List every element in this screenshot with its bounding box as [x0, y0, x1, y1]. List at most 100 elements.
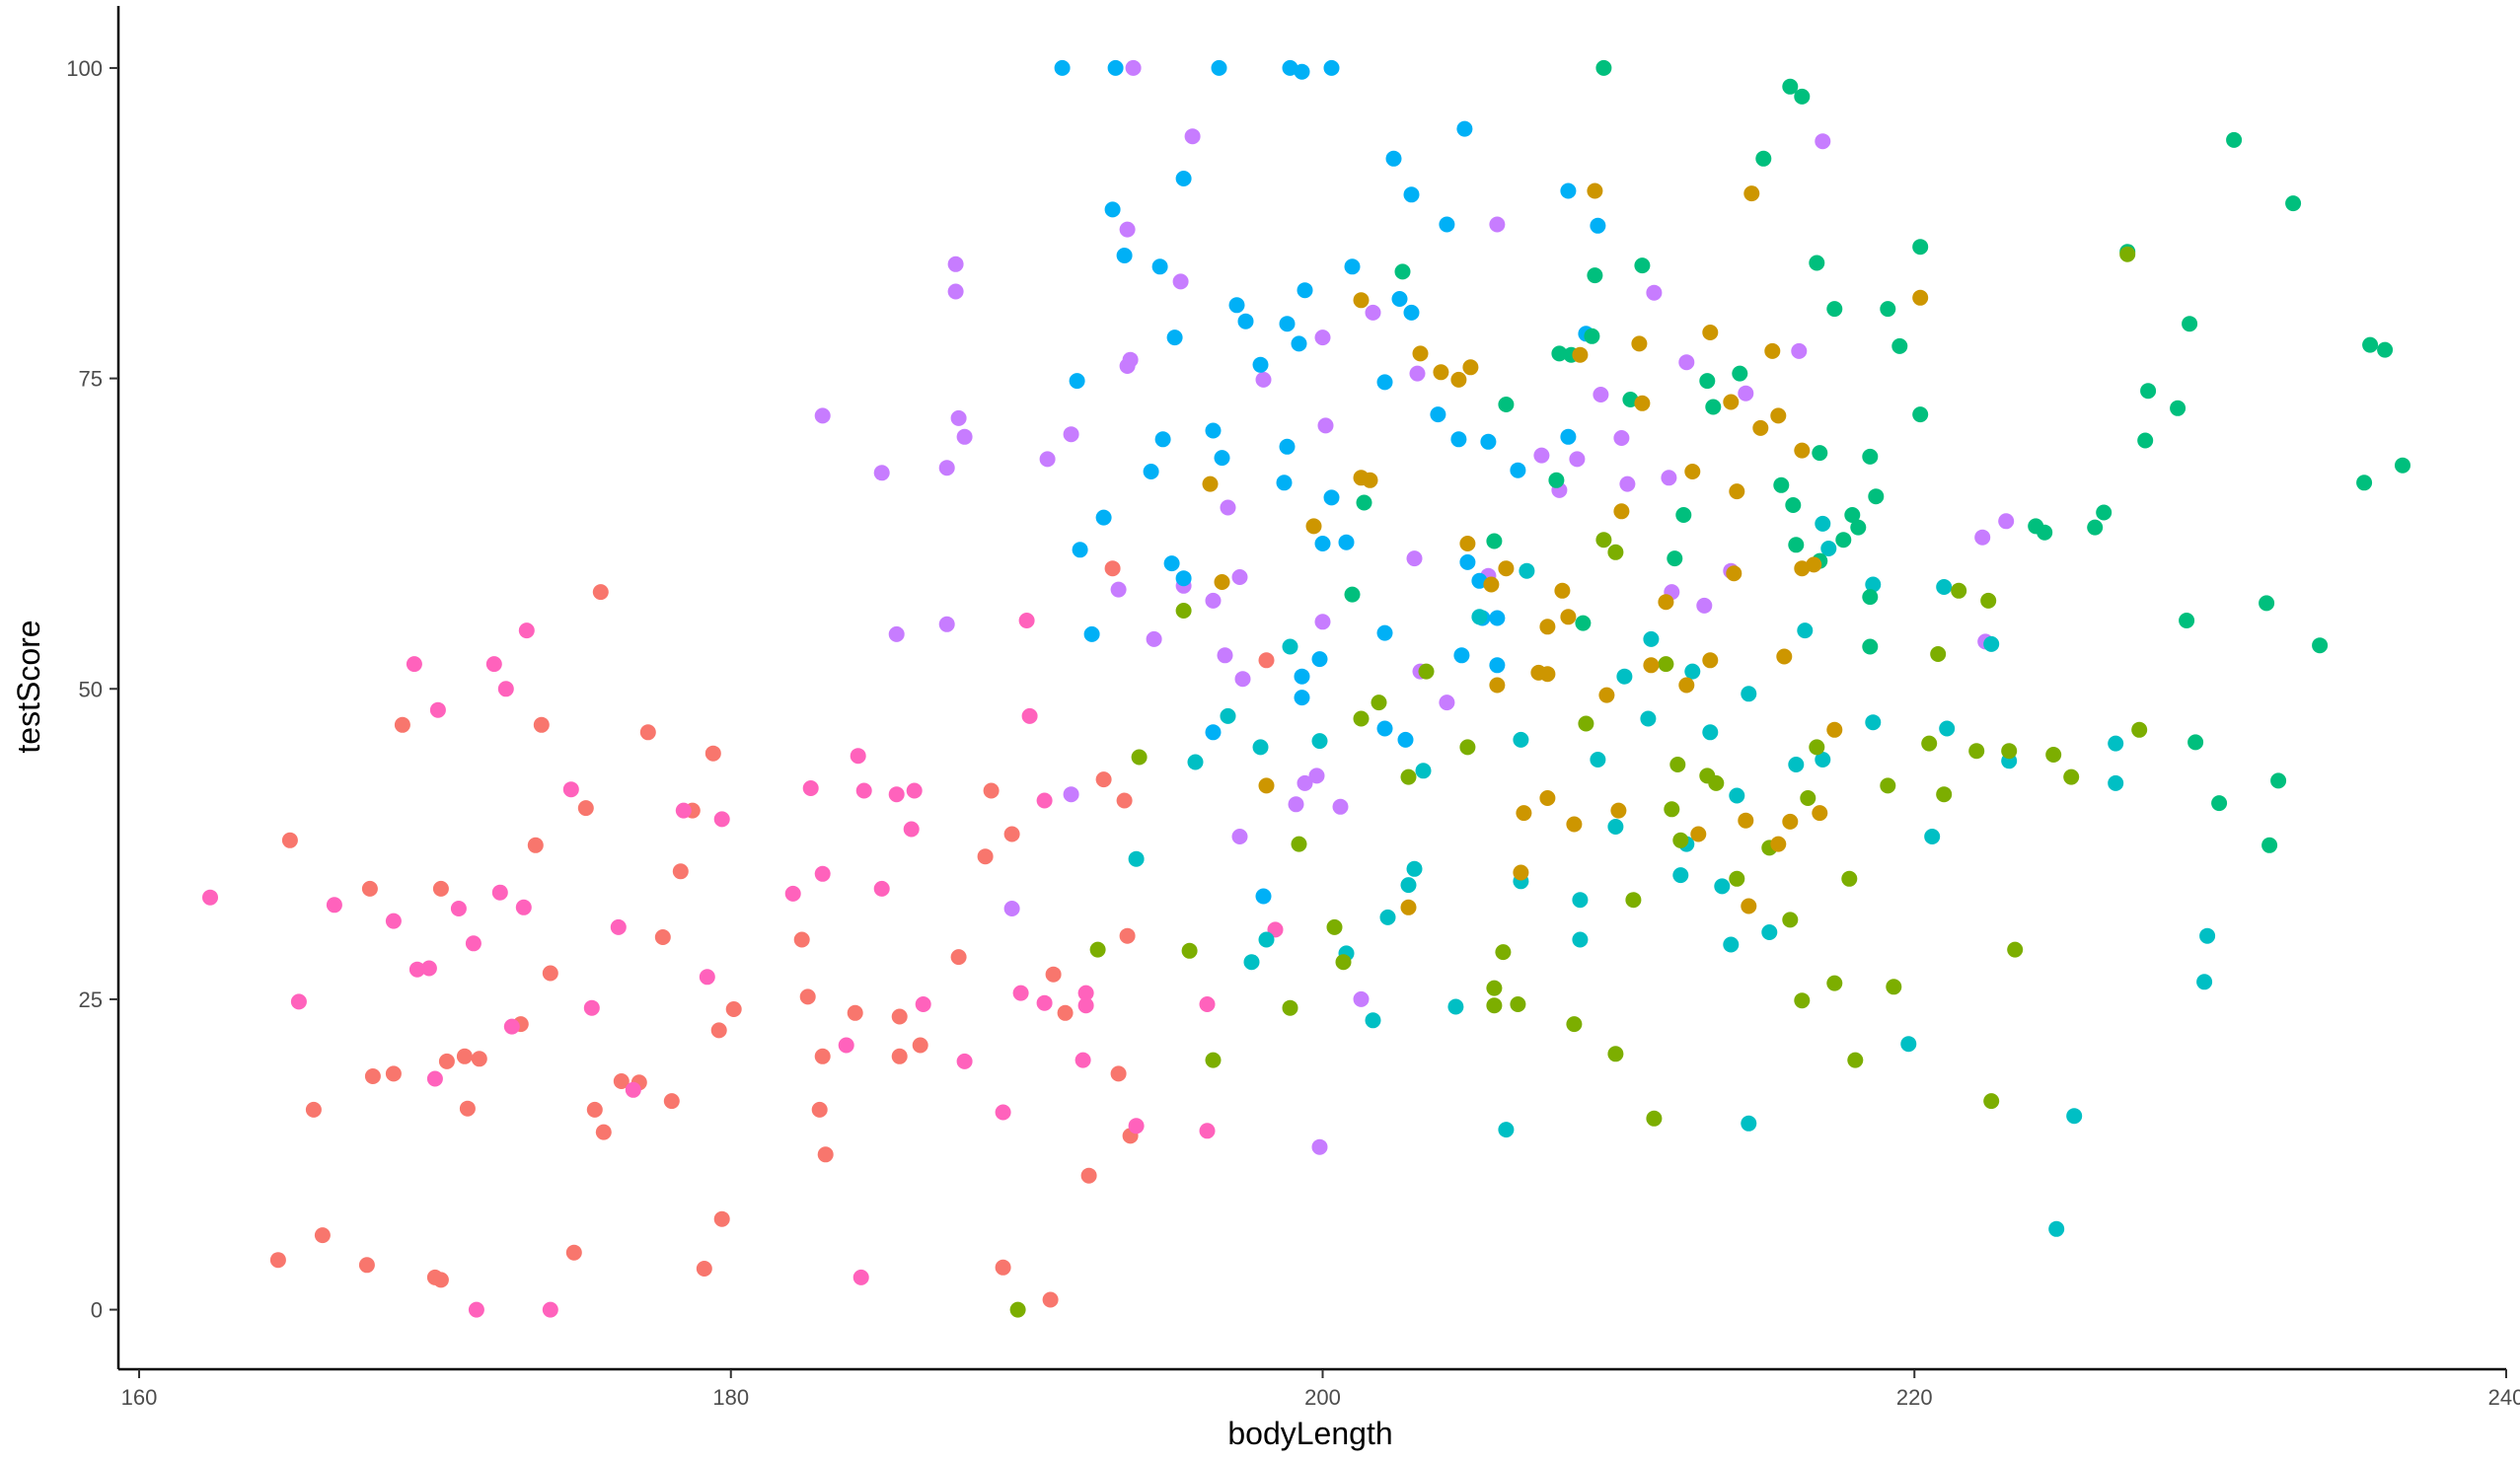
data-point: [1513, 731, 1529, 748]
data-point: [562, 781, 579, 798]
data-point: [1415, 763, 1432, 779]
data-point: [2187, 734, 2204, 751]
data-point: [1643, 657, 1660, 674]
data-point: [456, 1048, 473, 1064]
data-point: [1258, 652, 1275, 669]
data-point: [1773, 476, 1790, 493]
data-point: [432, 1272, 449, 1288]
data-point: [2096, 504, 2112, 521]
data-point: [1770, 836, 1787, 852]
data-point: [1865, 714, 1882, 731]
data-point: [2285, 195, 2302, 212]
data-point: [1625, 892, 1642, 909]
data-point: [1063, 426, 1079, 443]
data-point: [1664, 801, 1680, 818]
data-point: [1667, 550, 1683, 567]
data-point: [1211, 59, 1227, 76]
data-point: [1678, 677, 1695, 694]
data-point: [1939, 720, 1956, 737]
data-point: [1119, 221, 1136, 238]
data-point: [1826, 301, 1843, 318]
data-point: [1794, 442, 1811, 459]
data-point: [1166, 329, 1183, 346]
data-point: [1498, 560, 1515, 577]
data-point: [450, 901, 467, 916]
data-point: [1095, 509, 1112, 526]
data-point: [811, 1101, 828, 1118]
data-point: [1199, 996, 1216, 1012]
data-point: [1217, 647, 1233, 664]
data-point: [1797, 622, 1814, 639]
data-point: [527, 837, 544, 853]
data-point: [1220, 707, 1236, 724]
data-point: [1936, 786, 1953, 803]
data-point: [1607, 1046, 1624, 1062]
data-point: [1732, 365, 1748, 382]
data-point: [1705, 399, 1722, 415]
data-point: [2199, 927, 2216, 944]
data-point: [1951, 582, 1967, 599]
data-point: [1590, 217, 1606, 234]
data-point: [2377, 341, 2394, 358]
data-point: [2356, 475, 2373, 491]
data-point: [852, 1269, 869, 1285]
data-point: [1820, 541, 1837, 556]
data-point: [1175, 171, 1192, 186]
data-point: [326, 897, 342, 914]
data-point: [2211, 795, 2228, 812]
data-point: [1723, 936, 1740, 953]
data-point: [938, 616, 955, 632]
data-point: [1554, 582, 1571, 599]
data-point: [1326, 918, 1343, 935]
data-point: [1116, 792, 1133, 809]
data-point: [1794, 560, 1811, 577]
data-point: [1483, 576, 1500, 593]
data-point: [1551, 345, 1568, 362]
data-point: [1291, 836, 1307, 852]
data-point: [1344, 258, 1361, 275]
data-point: [1560, 183, 1577, 199]
data-point: [1661, 470, 1677, 486]
data-point: [1018, 613, 1035, 628]
data-point: [1702, 724, 1719, 741]
data-point: [1812, 805, 1828, 822]
data-point: [1900, 1036, 1917, 1053]
data-point: [1243, 954, 1260, 971]
data-point: [891, 1008, 908, 1025]
data-point: [1311, 733, 1328, 750]
data-point: [1403, 186, 1420, 203]
data-point: [956, 1053, 973, 1069]
data-point: [1125, 59, 1142, 76]
data-point: [1489, 657, 1506, 674]
data-point: [2140, 383, 2157, 400]
data-point: [1539, 790, 1556, 806]
data-point: [1578, 715, 1594, 732]
data-point: [1684, 663, 1701, 680]
data-point: [1646, 1110, 1663, 1127]
data-point: [1921, 735, 1938, 752]
data-point: [1279, 316, 1296, 332]
data-point: [1782, 78, 1799, 95]
data-point: [1128, 850, 1145, 867]
data-point: [1175, 603, 1192, 619]
data-point: [888, 786, 905, 803]
data-point: [654, 929, 671, 945]
data-point: [1154, 431, 1171, 448]
data-point: [1741, 898, 1757, 914]
data-point: [1220, 499, 1236, 516]
data-point: [710, 1022, 727, 1039]
data-point: [432, 880, 449, 897]
data-point: [1495, 944, 1512, 961]
data-point: [1729, 787, 1745, 804]
data-point: [1880, 301, 1896, 318]
data-point: [1453, 647, 1470, 664]
data-point: [1288, 796, 1304, 813]
data-point: [1844, 507, 1861, 523]
data-point: [1400, 768, 1417, 785]
data-point: [912, 1037, 928, 1054]
data-point: [1865, 576, 1882, 593]
data-point: [2007, 941, 2024, 958]
data-point: [1513, 864, 1529, 881]
data-point: [1924, 829, 1941, 844]
